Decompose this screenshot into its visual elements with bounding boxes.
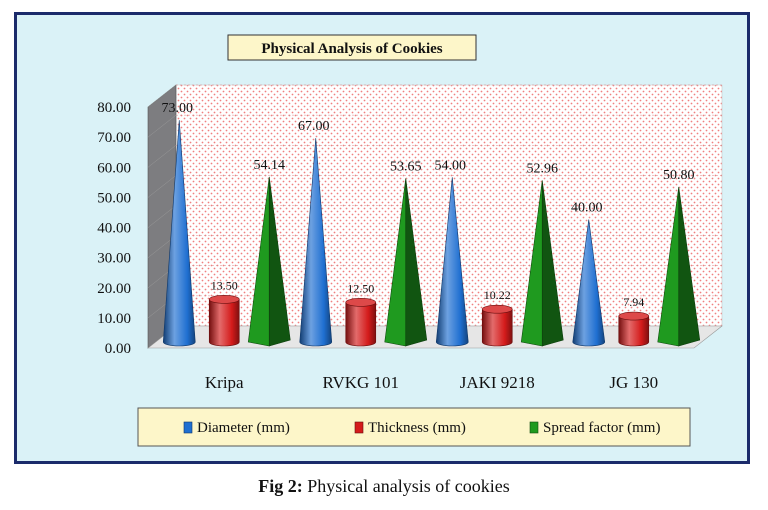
- data-label: 13.50: [211, 278, 238, 292]
- chart-title: Physical Analysis of Cookies: [261, 41, 442, 57]
- x-tick-label: Kripa: [205, 373, 244, 392]
- bar-cone: [299, 138, 333, 347]
- gridline-side: [147, 84, 177, 108]
- legend-swatch: [354, 421, 364, 434]
- bar-cone: [435, 177, 469, 347]
- data-label: 10.22: [484, 288, 511, 302]
- data-label: 7.94: [623, 295, 644, 309]
- bar-cylinder: [345, 298, 377, 347]
- x-tick-label: RVKG 101: [322, 373, 399, 392]
- bar-pyramid: [247, 176, 291, 347]
- chart: 0.00 10.00 20.00 30.00 40.00 50.00 60.00 70.00 8…: [97, 34, 723, 447]
- legend-label: Diameter (mm): [197, 420, 290, 436]
- bar-cone: [572, 219, 606, 347]
- caption-prefix: Fig 2:: [258, 476, 303, 496]
- y-tick-label: 20.00: [97, 281, 131, 297]
- y-tick-label: 60.00: [97, 160, 131, 176]
- y-tick-label: 50.00: [97, 190, 131, 206]
- legend-label: Thickness (mm): [368, 420, 466, 436]
- data-label: 52.96: [527, 161, 559, 176]
- bar-pyramid: [384, 178, 428, 347]
- caption-text: Physical analysis of cookies: [302, 476, 510, 496]
- data-label: 54.14: [254, 158, 286, 173]
- x-tick-label: JAKI 9218: [460, 373, 535, 392]
- bar-cone: [162, 120, 196, 347]
- y-tick-label: 0.00: [105, 341, 131, 357]
- bar-cylinder: [208, 295, 240, 347]
- data-label: 50.80: [663, 168, 695, 183]
- y-tick-label: 70.00: [97, 130, 131, 146]
- data-label: 67.00: [298, 119, 330, 134]
- legend-swatch: [529, 421, 539, 434]
- legend-label: Spread factor (mm): [543, 420, 660, 436]
- data-label: 73.00: [162, 101, 194, 116]
- legend-swatch: [183, 421, 193, 434]
- y-tick-label: 30.00: [97, 251, 131, 267]
- bar-cylinder: [481, 304, 513, 347]
- y-tick-label: 10.00: [97, 311, 131, 327]
- legend: Diameter (mm) Thickness (mm) Spread factor…: [137, 407, 691, 447]
- gridline-side: [147, 205, 177, 228]
- gridline-side: [147, 175, 177, 198]
- gridline-side: [147, 145, 177, 168]
- bar-pyramid: [657, 186, 701, 347]
- y-tick-label: 80.00: [97, 100, 131, 116]
- y-tick-label: 40.00: [97, 221, 131, 237]
- data-label: 12.50: [347, 281, 374, 295]
- data-label: 53.65: [390, 159, 422, 174]
- data-label: 40.00: [571, 201, 603, 216]
- bar-cylinder: [618, 311, 650, 347]
- figure-caption: Fig 2: Physical analysis of cookies: [0, 476, 768, 497]
- bar-pyramid: [520, 180, 564, 347]
- x-tick-label: JG 130: [609, 373, 658, 392]
- data-label: 54.00: [435, 158, 467, 173]
- chart-title-box: Physical Analysis of Cookies: [227, 34, 477, 61]
- gridline-side: [147, 114, 177, 138]
